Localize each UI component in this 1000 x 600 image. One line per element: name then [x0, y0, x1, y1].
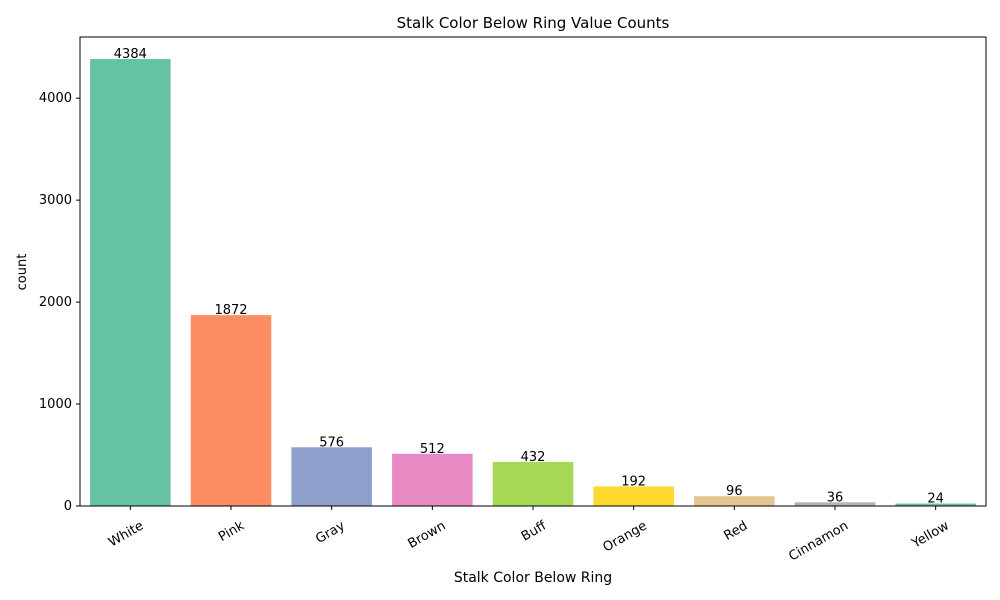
bars-group — [90, 59, 976, 506]
y-axis-label: count — [15, 254, 30, 291]
data-label-pink: 1872 — [214, 303, 247, 318]
bar-yellow — [895, 503, 976, 506]
data-labels-group: 4384 1872 576 512 432 192 96 36 24 — [114, 47, 944, 507]
y-tick-label-3000: 3000 — [39, 193, 72, 208]
bar-gray — [291, 447, 372, 506]
data-label-white: 4384 — [114, 47, 147, 62]
bar-buff — [492, 461, 574, 506]
x-tick-label-cinnamon: Cinnamon — [786, 518, 851, 564]
plot-frame — [79, 36, 987, 507]
x-tick-label-red: Red — [721, 518, 750, 543]
bar-red — [694, 496, 775, 506]
x-tick-label-brown: Brown — [405, 518, 448, 551]
y-tick-label-2000: 2000 — [39, 295, 72, 310]
y-tick-label-1000: 1000 — [39, 397, 72, 412]
data-label-cinnamon: 36 — [827, 490, 844, 505]
data-label-orange: 192 — [621, 474, 646, 489]
x-tick-label-gray: Gray — [313, 518, 348, 547]
x-axis: White Pink Gray Brown Buff Orange Red Cinnamon Y… — [106, 506, 952, 564]
x-tick-label-yellow: Yellow — [909, 518, 952, 552]
bar-orange — [593, 486, 674, 506]
bar-white — [90, 59, 171, 506]
chart-title: Stalk Color Below Ring Value Counts — [397, 14, 670, 32]
data-label-brown: 512 — [420, 442, 445, 457]
y-axis: 0 1000 2000 3000 4000 — [39, 91, 80, 514]
data-label-gray: 576 — [319, 435, 344, 450]
bar-brown — [392, 453, 473, 506]
x-tick-label-pink: Pink — [216, 518, 247, 545]
x-tick-label-white: White — [106, 518, 146, 550]
bar-pink — [190, 315, 272, 506]
x-tick-label-buff: Buff — [519, 518, 550, 545]
data-label-red: 96 — [726, 484, 743, 499]
x-tick-label-orange: Orange — [601, 518, 650, 555]
data-label-buff: 432 — [521, 450, 546, 465]
y-tick-label-0: 0 — [64, 499, 72, 514]
y-tick-label-4000: 4000 — [39, 91, 72, 106]
data-label-yellow: 24 — [927, 492, 944, 507]
x-axis-label: Stalk Color Below Ring — [454, 570, 612, 586]
bar-cinnamon — [794, 502, 876, 506]
